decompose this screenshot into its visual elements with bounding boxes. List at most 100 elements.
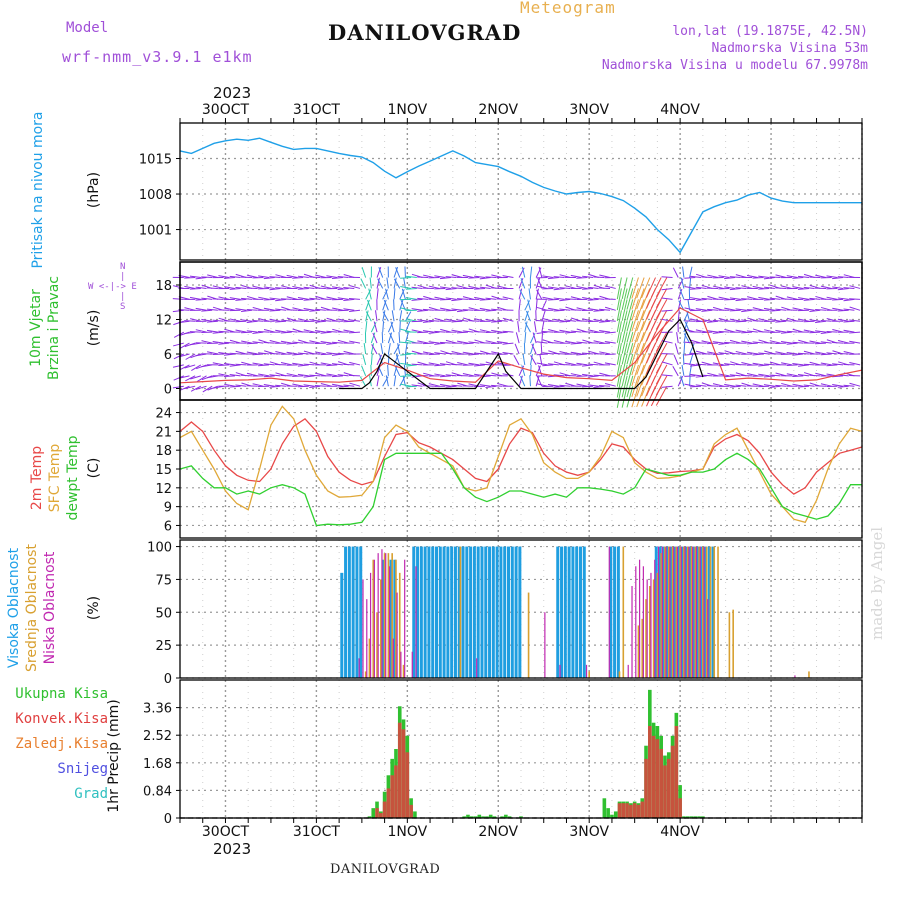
cloud-bar [385,553,387,678]
wind-barb [576,277,588,279]
wind-barb [309,319,321,322]
wind-barb [674,343,679,355]
wind-barb [599,330,611,333]
wind-barb [337,352,349,355]
x-tick-label-top: 4NOV [660,102,700,118]
panel-temperature: 6 9 12 15 18 21 24 [155,400,863,538]
wind-barb [758,364,770,367]
x-tick-label-bottom: 1NOV [387,824,427,840]
cloud-bar [457,546,461,678]
wind-barb [348,331,361,334]
wind-barb [451,350,463,355]
wind-barb [343,286,355,289]
wind-barb [496,331,508,334]
wind-barb [468,341,480,344]
wind-barb [524,321,528,333]
cloud-bar [364,671,367,678]
precip-convective-bar [621,803,626,818]
wind-barb [621,299,628,321]
wind-barb [695,308,707,311]
wind-barb [641,375,651,397]
wind-barb [724,307,736,311]
wind-barb [365,321,368,333]
wind-barb [235,286,247,289]
wind-barb [343,350,355,355]
wind-barb [434,342,446,345]
wind-barb [223,341,235,344]
wind-barb [559,298,571,302]
cloud-bar [703,546,705,678]
wind-barb [445,318,457,322]
wind-barb [376,354,382,366]
wind-barb [553,340,565,344]
wind-barb [682,266,685,278]
wind-barb [746,372,758,377]
wind-barb [337,318,349,322]
wind-barb [411,286,423,289]
wind-barb [695,286,707,289]
wind-barb [212,362,224,366]
wind-barb [218,373,230,377]
wind-barb [832,286,844,289]
wind-barb [695,363,707,366]
wind-barb [275,320,287,323]
cloud-bar [667,546,670,678]
wind-barb [786,296,798,300]
wind-barb [559,320,571,323]
wind-barb [631,375,639,397]
wind-barb [468,307,480,311]
cloud-bar [649,586,651,678]
wind-barb [252,353,264,356]
wind-barb [457,361,469,366]
wind-barb [371,344,378,355]
wind-barb [360,278,367,289]
wind-barb [769,297,781,300]
wind-barb [491,274,503,279]
wind-barb [678,300,685,311]
cloud-bar [677,546,681,678]
wind-barb [398,332,401,344]
wind-barb [326,373,338,377]
wind-barb [547,286,559,289]
wind-barb [536,383,548,387]
precip-convective-bar [655,739,660,818]
wind-barb [297,352,309,355]
wind-barb [672,366,679,377]
wind-barb [683,321,688,333]
wind-barb [224,383,236,387]
precip-total-bar [685,816,690,818]
wind-barb [769,340,781,344]
wind-barb [735,320,747,323]
wind-barb [195,298,207,301]
wind-barb [741,298,753,300]
north-letter: N [120,262,126,272]
wind-barb [820,285,832,289]
wind-barb [661,385,673,388]
wind-barb [536,319,548,322]
wind-barb [621,342,628,365]
wind-barb [636,342,645,364]
cloud-bar [495,546,499,678]
wind-barb [240,331,253,334]
wind-barb [184,277,196,279]
wind-barb [707,320,719,323]
wind-barb [515,332,520,344]
wind-barb [303,307,315,311]
wind-barb [258,352,270,355]
wind-barb [303,298,315,301]
wind-barb [394,365,401,377]
wind-barb [680,375,685,387]
wind-barb [246,372,258,377]
wind-barb [741,361,753,366]
wind-barb [212,331,224,334]
wind-barb [502,296,514,300]
wind-barb [337,287,349,291]
wind-barb [559,308,571,311]
wind-barb [387,321,394,333]
wind-direction-legend: N | W <-|-> E | S [88,262,137,312]
cloud-bar [476,546,480,678]
wind-barb [393,288,396,300]
wind-barb [286,309,298,311]
wind-barb [320,285,332,289]
wind-barb [593,340,605,344]
